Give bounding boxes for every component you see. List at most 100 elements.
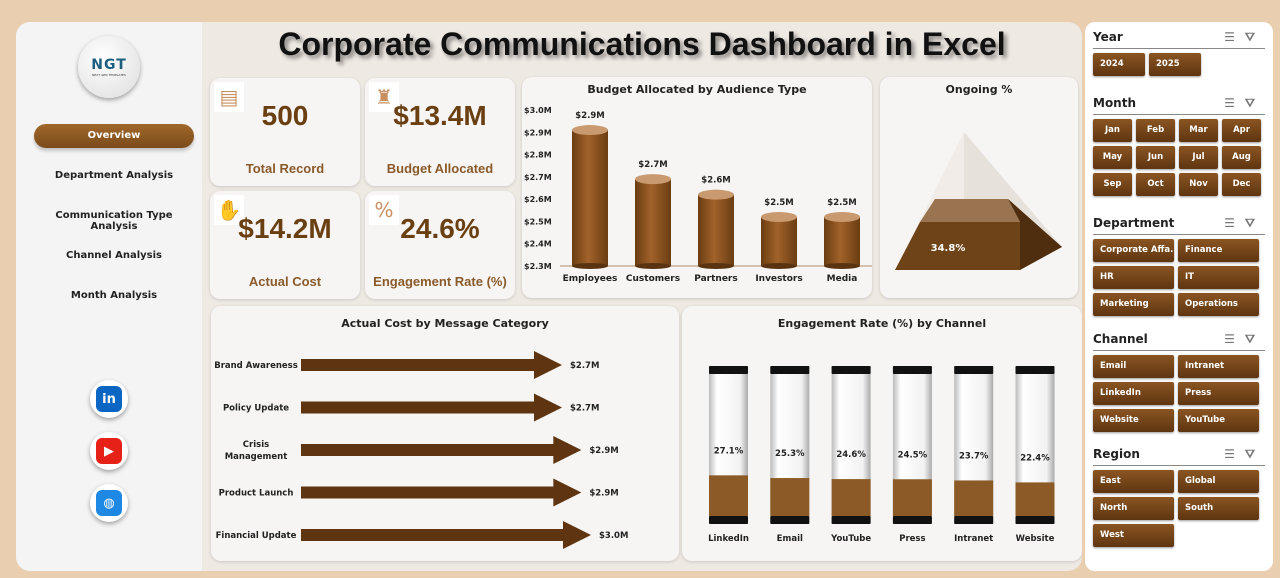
filter-option-feb[interactable]: Feb [1136,119,1175,142]
nav-channel-analysis[interactable]: Channel Analysis [65,250,163,261]
nav-department-analysis[interactable]: Department Analysis [54,170,174,181]
filter-option-north[interactable]: North [1093,497,1174,520]
ongoing-chart: Ongoing % 34.8% [880,77,1078,298]
filter-option-operations[interactable]: Operations [1178,293,1259,316]
sidebar: NGT NEXT GEN TEMPLATES Overview Departmen… [16,22,202,571]
filter-option-youtube[interactable]: YouTube [1178,409,1259,432]
clear-filter-icon[interactable]: ⛛ [1244,96,1265,110]
filter-buttons: East Global North South West [1093,470,1265,547]
dashboard: NGT NEXT GEN TEMPLATES Overview Departmen… [16,22,1082,571]
filter-option-south[interactable]: South [1178,497,1259,520]
nav-month-analysis[interactable]: Month Analysis [70,290,158,301]
clear-filter-icon[interactable]: ⛛ [1244,332,1265,346]
y-tick-label: $3.0M [524,106,552,115]
kpi-value: $14.2M [238,213,332,244]
nav-communication-type-analysis[interactable]: Communication Type Analysis [55,210,173,232]
data-label: $2.5M [764,198,793,208]
filter-option-global[interactable]: Global [1178,470,1259,493]
x-tick-label: Media [827,274,858,284]
multi-select-icon[interactable]: ☰ [1224,216,1245,230]
multi-select-icon[interactable]: ☰ [1224,332,1245,346]
bar-customers[interactable] [635,179,671,266]
bar-investors[interactable] [761,216,797,266]
cost-by-category-chart: Actual Cost by Message Category Brand Aw… [211,306,679,561]
clear-filter-icon[interactable]: ⛛ [1244,447,1265,461]
filter-option-2024[interactable]: 2024 [1093,53,1145,76]
globe-link[interactable]: ◍ [90,484,128,522]
data-label: 27.1% [714,446,744,456]
arrow-bar[interactable] [301,478,582,507]
bar-partners[interactable] [698,194,734,266]
bar-base [572,263,608,269]
kpi-value: 500 [261,100,309,131]
tube-cap-bottom [892,516,932,524]
arrow-bar[interactable] [301,521,591,549]
filter-option-press[interactable]: Press [1178,382,1259,405]
linkedin-link[interactable]: in [90,380,128,418]
kpi-card-total-record: ▤ 500 Total Record [210,78,360,186]
y-tick-label: $2.5M [524,217,552,226]
tube-cap-bottom [709,516,748,524]
filter-month: Month ☰⛛ Jan Feb Mar Apr May Jun Jul Aug Sep Oct Nov… [1093,96,1265,196]
y-tick-label: $2.6M [524,195,552,204]
kpi-label: Total Record [245,161,325,176]
filter-option-marketing[interactable]: Marketing [1093,293,1174,316]
tube-cap-bottom [1015,516,1055,524]
youtube-link[interactable]: ▶ [90,432,128,470]
filter-title: Region [1093,447,1140,461]
bar-cap [698,189,734,200]
filter-option-may[interactable]: May [1093,146,1132,169]
filter-option-it[interactable]: IT [1178,266,1259,289]
filter-option-website[interactable]: Website [1093,409,1174,432]
filter-buttons: Email Intranet LinkedIn Press Website YouTube [1093,355,1265,432]
arrow-bar[interactable] [301,351,562,379]
nav-overview[interactable]: Overview [34,124,194,148]
tube-cap-top [770,366,810,374]
data-label: 24.5% [898,450,928,460]
filter-option-jul[interactable]: Jul [1179,146,1218,169]
filter-title: Department [1093,216,1175,230]
ongoing-pyramid-svg: 34.8% [895,132,1062,270]
filter-option-hr[interactable]: HR [1093,266,1174,289]
filter-option-apr[interactable]: Apr [1222,119,1261,142]
tube-cap-top [954,366,994,374]
category-label: Policy Update [223,404,289,414]
filter-buttons: 2024 2025 [1093,53,1265,76]
filter-option-aug[interactable]: Aug [1222,146,1261,169]
filter-option-email[interactable]: Email [1093,355,1174,378]
filter-option-east[interactable]: East [1093,470,1174,493]
multi-select-icon[interactable]: ☰ [1224,447,1245,461]
filter-option-finance[interactable]: Finance [1178,239,1259,262]
multi-select-icon[interactable]: ☰ [1224,30,1245,44]
filter-option-linkedin[interactable]: LinkedIn [1093,382,1174,405]
filter-option-jan[interactable]: Jan [1093,119,1132,142]
bar-employees[interactable] [572,130,608,266]
filter-option-mar[interactable]: Mar [1179,119,1218,142]
filter-title: Year [1093,30,1123,44]
page-title: Corporate Communications Dashboard in Ex… [278,26,1006,62]
filter-option-oct[interactable]: Oct [1136,173,1175,196]
tube-fill [954,480,994,516]
filter-option-2025[interactable]: 2025 [1149,53,1201,76]
cost-arrow-svg: Brand Awareness $2.7M Policy Update $2.7M Cr… [214,351,628,549]
data-label: $2.7M [570,361,599,371]
arrow-bar[interactable] [301,393,562,422]
x-tick-label: YouTube [830,534,871,544]
clear-filter-icon[interactable]: ⛛ [1244,216,1265,230]
multi-select-icon[interactable]: ☰ [1224,96,1245,110]
filter-option-west[interactable]: West [1093,524,1174,547]
filter-option-jun[interactable]: Jun [1136,146,1175,169]
filter-option-corporate-affa-[interactable]: Corporate Affa... [1093,239,1174,262]
filter-option-nov[interactable]: Nov [1179,173,1218,196]
y-tick-label: $2.9M [524,128,552,137]
clear-filter-icon[interactable]: ⛛ [1244,30,1265,44]
data-label: 25.3% [775,449,805,459]
money-bag-icon: ♜ [369,82,399,112]
bar-media[interactable] [824,216,860,266]
filter-option-intranet[interactable]: Intranet [1178,355,1259,378]
tube-cap-top [831,366,871,374]
filter-option-dec[interactable]: Dec [1222,173,1261,196]
arrow-bar[interactable] [301,436,582,464]
filter-option-sep[interactable]: Sep [1093,173,1132,196]
x-tick-label: LinkedIn [708,534,749,544]
